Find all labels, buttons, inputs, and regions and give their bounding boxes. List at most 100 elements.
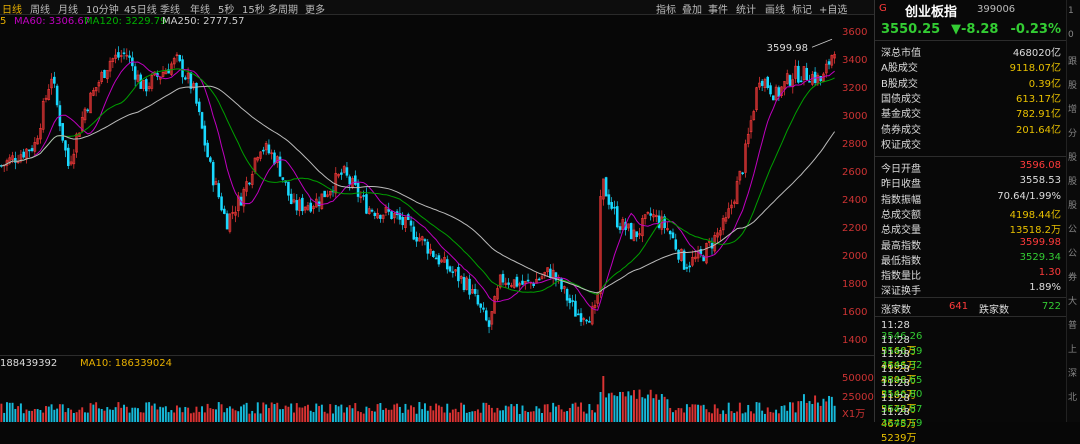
- period-tab[interactable]: 年线: [190, 5, 210, 16]
- tool-button[interactable]: 标记: [792, 5, 812, 16]
- stat-row: 总成交额 4198.44亿: [881, 206, 1061, 221]
- candle: [103, 69, 106, 79]
- period-tab[interactable]: 季线: [160, 5, 180, 16]
- stat-row: 指数振幅 70.64/1.99%: [881, 191, 1061, 206]
- candle: [315, 193, 318, 208]
- candle: [638, 227, 641, 239]
- volume-chart[interactable]: [0, 370, 836, 422]
- candle: [225, 210, 229, 230]
- volume-tick-label: 25000: [842, 392, 874, 403]
- volume-bar: [468, 412, 471, 422]
- volume-bar: [262, 402, 265, 422]
- period-tab[interactable]: 月线: [58, 5, 78, 16]
- volume-bar: [669, 407, 672, 422]
- candle: [797, 60, 800, 84]
- volume-bar: [170, 410, 173, 422]
- volume-bar: [212, 408, 215, 422]
- volume-bar: [72, 412, 75, 422]
- period-tab[interactable]: 更多: [305, 5, 325, 16]
- period-tab[interactable]: 5秒: [218, 5, 235, 16]
- candle: [780, 86, 783, 98]
- candle: [685, 263, 689, 273]
- price-tick-label: 2200: [842, 223, 868, 234]
- period-tab[interactable]: 日线: [2, 5, 22, 16]
- candle: [705, 242, 708, 265]
- ma250-line: [1, 85, 836, 294]
- tool-button[interactable]: +自选: [819, 5, 848, 16]
- edge-char: 股: [1068, 153, 1078, 163]
- volume-bar: [39, 410, 42, 422]
- volume-bar: [711, 413, 713, 422]
- price-chart[interactable]: 3599.98: [0, 28, 836, 354]
- stat-row: 国债成交 613.17亿: [881, 90, 1061, 105]
- volume-bar: [557, 404, 560, 422]
- candle: [117, 46, 120, 61]
- tool-button[interactable]: 事件: [708, 5, 728, 16]
- volume-bar: [454, 408, 457, 422]
- stat-row: 债券成交 201.64亿: [881, 121, 1061, 136]
- tick-time: 11:28: [881, 378, 910, 389]
- volume-bar: [114, 407, 117, 422]
- ma10-volume-legend: MA10: 186339024: [80, 358, 173, 369]
- candle: [395, 209, 399, 220]
- candle: [479, 303, 482, 313]
- period-tab[interactable]: 15秒: [242, 5, 265, 16]
- volume-bar: [47, 406, 50, 422]
- volume-bar: [362, 413, 365, 422]
- volume-bar: [758, 402, 761, 422]
- volume-bar: [189, 413, 192, 422]
- candle: [61, 123, 64, 143]
- candle: [788, 74, 792, 87]
- candle: [83, 107, 87, 124]
- candle: [41, 98, 45, 133]
- period-tab[interactable]: 10分钟: [86, 5, 119, 16]
- volume-bar: [543, 404, 546, 422]
- candle: [8, 154, 12, 165]
- volume-bar: [61, 404, 64, 422]
- stat-value: 3529.34: [1019, 251, 1061, 263]
- volume-bar: [281, 409, 284, 422]
- candle: [432, 250, 435, 258]
- period-tab[interactable]: 周线: [30, 5, 50, 16]
- volume-bar: [529, 411, 532, 422]
- volume-bar: [345, 407, 348, 422]
- volume-bar: [153, 403, 156, 422]
- volume-bar: [195, 406, 198, 422]
- volume-bar: [722, 410, 725, 422]
- volume-bar: [437, 405, 440, 422]
- candle: [546, 267, 549, 277]
- candle: [746, 127, 750, 148]
- volume-bar: [240, 406, 243, 422]
- candle: [755, 86, 758, 112]
- volume-bar: [203, 412, 206, 422]
- edge-char: 深: [1068, 369, 1078, 379]
- price-change: ▼-8.28: [951, 22, 999, 37]
- volume-tick-label: X1万: [842, 409, 866, 420]
- period-tab[interactable]: 45日线: [124, 5, 157, 16]
- candle: [55, 83, 59, 108]
- volume-bar: [733, 412, 736, 422]
- candle: [813, 67, 817, 86]
- high-marker-label: 3599.98: [767, 43, 808, 54]
- volume-bar: [513, 406, 516, 422]
- tool-button[interactable]: 统计: [736, 5, 756, 16]
- volume-bar: [245, 402, 248, 422]
- candle: [47, 84, 51, 101]
- tool-button[interactable]: 画线: [765, 5, 785, 16]
- tick-volume: 5160万: [881, 346, 917, 357]
- volume-bar: [766, 407, 769, 422]
- candle: [738, 170, 742, 185]
- tool-button[interactable]: 指标: [656, 5, 676, 16]
- volume-bar: [89, 403, 92, 422]
- candle: [367, 206, 371, 215]
- candle: [576, 309, 580, 316]
- tool-button[interactable]: 叠加: [682, 5, 702, 16]
- volume-bar: [627, 391, 630, 422]
- volume-bar: [485, 402, 488, 422]
- period-tab[interactable]: 多周期: [268, 5, 298, 16]
- candle: [607, 189, 611, 210]
- volume-bar: [368, 408, 371, 422]
- candle: [490, 311, 494, 330]
- candle: [824, 59, 828, 78]
- volume-bar: [0, 403, 3, 422]
